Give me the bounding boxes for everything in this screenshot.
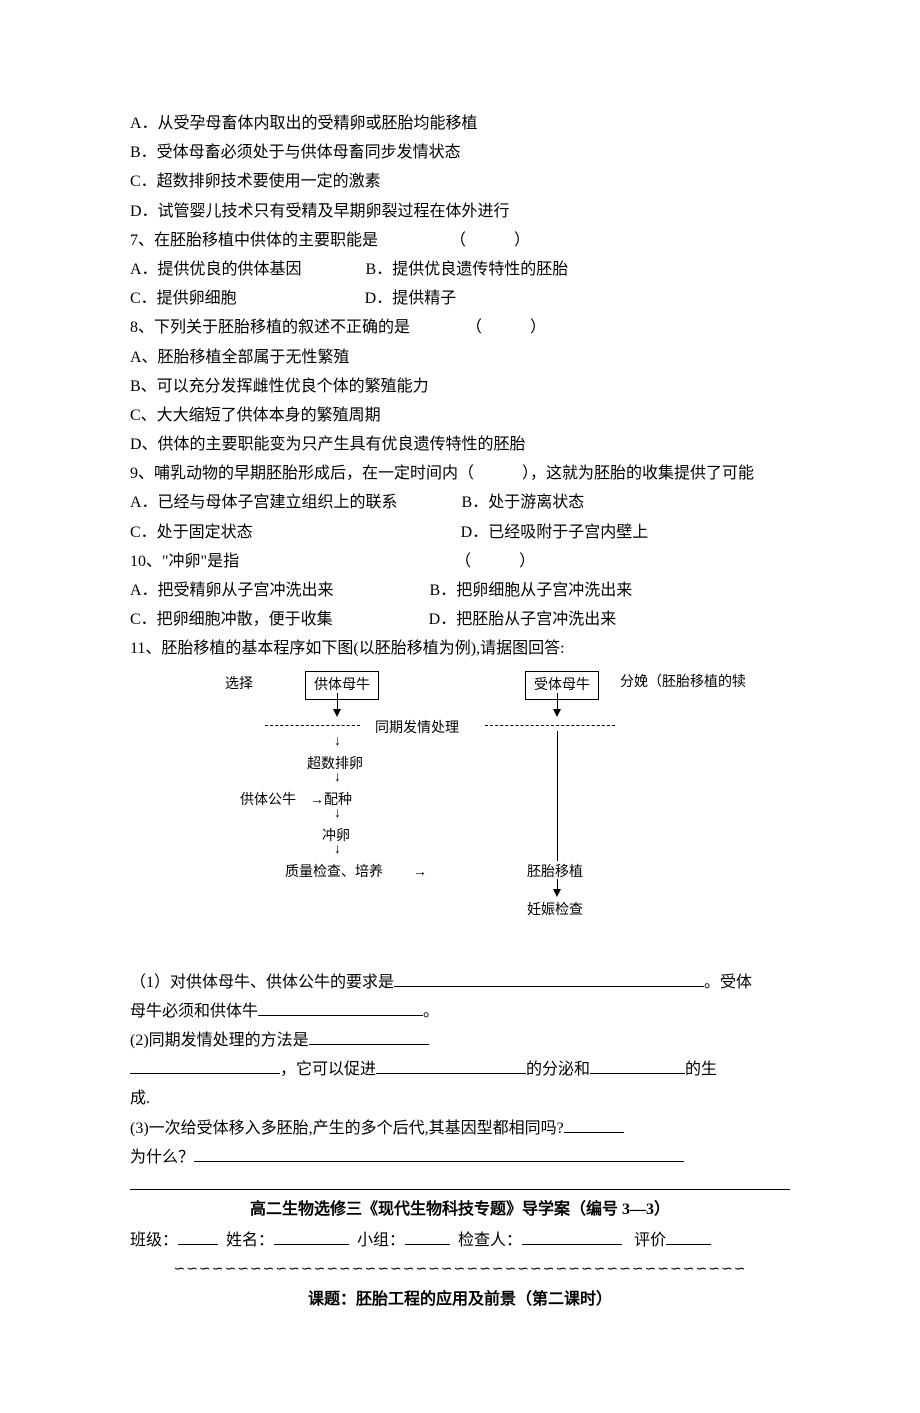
sub-question-2-line3: 成. <box>130 1085 790 1112</box>
blank-class <box>178 1229 218 1245</box>
blank-checker <box>522 1229 622 1245</box>
checker-label: 检查人： <box>458 1232 522 1249</box>
blank-name <box>274 1229 349 1245</box>
horizontal-rule <box>130 1189 790 1190</box>
blank-3 <box>309 1029 429 1045</box>
question-8-option-c: C、大大缩短了供体本身的繁殖周期 <box>130 402 790 429</box>
mating-label: →配种 <box>310 789 352 813</box>
blank-1 <box>394 971 704 987</box>
question-10: 10、"冲卵"是指 （ ） <box>130 548 790 575</box>
vline-right-long <box>557 731 558 861</box>
question-8: 8、下列关于胚胎移植的叙述不正确的是 （ ） <box>130 314 790 341</box>
dash-right <box>485 725 615 726</box>
select-label: 选择 <box>225 673 253 697</box>
option-c: C．超数排卵技术要使用一定的激素 <box>130 168 790 195</box>
question-7-options-ab: A．提供优良的供体基因 B．提供优良遗传特性的胚胎 <box>130 256 790 283</box>
sub-question-3-line2: 为什么？ <box>130 1144 790 1171</box>
arrow-head-left <box>333 709 341 717</box>
arrow-right-1: → <box>413 861 427 885</box>
blank-7 <box>564 1117 624 1133</box>
blank-group <box>405 1229 450 1245</box>
arrow-head-right-2 <box>553 889 561 897</box>
blank-2 <box>258 1000 423 1016</box>
flowchart-diagram: 选择 供体母牛 受体母牛 分娩（胚胎移植的犊 同期发情处理 ↓ 超数排卵 ↓ 供… <box>130 671 790 951</box>
question-10-options-cd: C．把卵细胞冲散，便于收集 D．把胚胎从子宫冲洗出来 <box>130 606 790 633</box>
quality-check-label: 质量检查、培养 <box>285 861 383 885</box>
sub-question-2: (2)同期发情处理的方法是 <box>130 1027 790 1054</box>
arrow-down-2: ↓ <box>334 771 341 785</box>
question-10-options-ab: A．把受精卵从子宫冲洗出来 B．把卵细胞从子宫冲洗出来 <box>130 577 790 604</box>
question-8-option-d: D、供体的主要职能变为只产生具有优良遗传特性的胚胎 <box>130 431 790 458</box>
recipient-mother-box: 受体母牛 <box>525 671 599 701</box>
question-7: 7、在胚胎移植中供体的主要职能是 （ ） <box>130 227 790 254</box>
arrow-down-3: ↓ <box>334 807 341 821</box>
question-9-options-ab: A．已经与母体子宫建立组织上的联系 B．处于游离状态 <box>130 489 790 516</box>
sq1-line2-suffix: 。 <box>423 1003 439 1020</box>
question-9: 9、哺乳动物的早期胚胎形成后，在一定时间内（ ），这就为胚胎的收集提供了可能 <box>130 460 790 487</box>
lesson-title: 课题：胚胎工程的应用及前景（第二课时） <box>130 1286 790 1313</box>
class-label: 班级： <box>130 1232 178 1249</box>
option-a: A．从受孕母畜体内取出的受精卵或胚胎均能移植 <box>130 110 790 137</box>
donor-bull-label: 供体公牛 <box>240 789 296 813</box>
sq2-prefix: (2)同期发情处理的方法是 <box>130 1032 309 1049</box>
dash-left <box>265 725 360 726</box>
arrow-head-right <box>553 709 561 717</box>
question-9-options-cd: C．处于固定状态 D．已经吸附于子宫内壁上 <box>130 519 790 546</box>
name-label: 姓名： <box>226 1232 274 1249</box>
sync-treatment-label: 同期发情处理 <box>375 717 459 741</box>
sq2-mid2: 的分泌和 <box>526 1061 590 1078</box>
blank-8 <box>194 1146 684 1162</box>
group-label: 小组： <box>357 1232 405 1249</box>
wavy-divider: ∽∽∽∽∽∽∽∽∽∽∽∽∽∽∽∽∽∽∽∽∽∽∽∽∽∽∽∽∽∽∽∽∽∽∽∽∽∽∽∽… <box>130 1258 790 1282</box>
embryo-transfer-label: 胚胎移植 <box>527 861 583 885</box>
question-11: 11、胚胎移植的基本程序如下图(以胚胎移植为例),请据图回答: <box>130 635 790 662</box>
blank-5 <box>376 1058 526 1074</box>
question-7-options-cd: C．提供卵细胞 D．提供精子 <box>130 285 790 312</box>
sq1-line2-prefix: 母牛必须和供体牛 <box>130 1003 258 1020</box>
question-8-option-a: A、胚胎移植全部属于无性繁殖 <box>130 344 790 371</box>
blank-4 <box>130 1058 280 1074</box>
sq3-line2-label: 为什么？ <box>130 1149 194 1166</box>
sub-question-2-line2: ，它可以促进 的分泌和 的生 <box>130 1056 790 1083</box>
sq3-prefix: (3)一次给受体移入多胚胎,产生的多个后代,其基因型都相同吗? <box>130 1120 564 1137</box>
donor-mother-box: 供体母牛 <box>305 671 379 701</box>
blank-eval <box>666 1229 711 1245</box>
sub-question-3: (3)一次给受体移入多胚胎,产生的多个后代,其基因型都相同吗? <box>130 1115 790 1142</box>
sq2-suffix: 的生 <box>685 1061 717 1078</box>
sq1-suffix: 。受体 <box>704 974 752 991</box>
option-d: D．试管婴儿技术只有受精及早期卵裂过程在体外进行 <box>130 198 790 225</box>
question-8-option-b: B、可以充分发挥雌性优良个体的繁殖能力 <box>130 373 790 400</box>
eval-label: 评价 <box>634 1232 666 1249</box>
pregnancy-check-label: 妊娠检查 <box>527 899 583 923</box>
arrow-down-1: ↓ <box>334 735 341 749</box>
footer-title: 高二生物选修三《现代生物科技专题》导学案（编号 3—3） <box>130 1196 790 1223</box>
blank-6 <box>590 1058 685 1074</box>
sq2-mid1: ，它可以促进 <box>280 1061 376 1078</box>
sub-question-1-line2: 母牛必须和供体牛 。 <box>130 998 790 1025</box>
sub-question-1: （1）对供体母牛、供体公牛的要求是 。受体 <box>130 969 790 996</box>
arrow-down-4: ↓ <box>334 843 341 857</box>
option-b: B．受体母畜必须处于与供体母畜同步发情状态 <box>130 139 790 166</box>
sq1-prefix: （1）对供体母牛、供体公牛的要求是 <box>130 974 394 991</box>
footer-form-row: 班级： 姓名： 小组： 检查人： 评价 <box>130 1227 790 1254</box>
right-label: 分娩（胚胎移植的犊 <box>620 671 746 695</box>
